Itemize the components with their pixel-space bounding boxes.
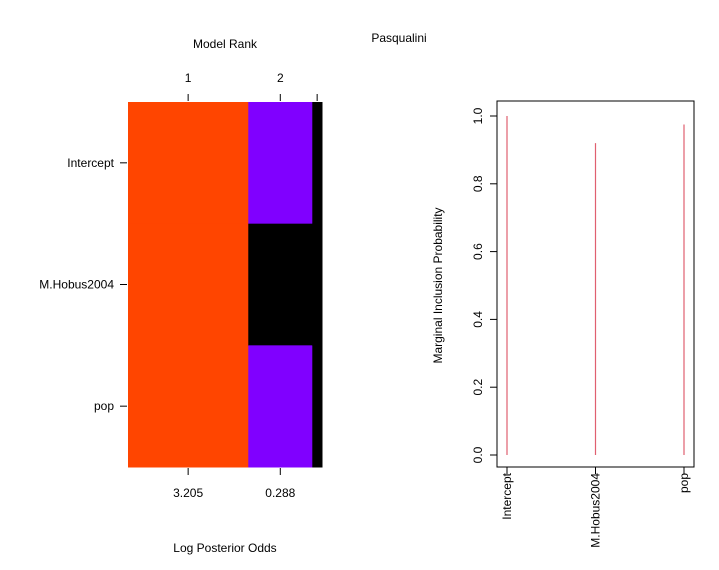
y-tick-label: 0.6 — [471, 243, 485, 260]
model-cell — [312, 345, 323, 468]
model-cell — [248, 102, 313, 225]
y-tick-label: 0.0 — [471, 446, 485, 463]
inclusion-probability-plot: 0.0 0.2 0.4 0.6 0.8 1.0 Marginal Inclusion Pro… — [431, 100, 695, 548]
category-label: M.Hobus2004 — [589, 473, 603, 548]
model-cell — [128, 345, 249, 468]
category-label: pop — [677, 473, 691, 493]
category-label: Intercept — [500, 472, 514, 519]
y-tick-label: 1.0 — [471, 107, 485, 124]
y-tick-label: 0.4 — [471, 311, 485, 328]
variable-label: pop — [94, 399, 114, 413]
bottom-tick-label: 3.205 — [173, 486, 203, 500]
model-rank-title: Model Rank — [193, 37, 258, 51]
model-cell — [128, 102, 249, 225]
model-cell — [248, 223, 313, 346]
y-axis-label: Marginal Inclusion Probability — [431, 207, 445, 363]
model-cell — [312, 223, 323, 346]
variable-label: Intercept — [67, 156, 114, 170]
model-cell — [312, 102, 323, 225]
main-title: Pasqualini — [371, 31, 426, 45]
top-tick-label: 2 — [277, 71, 284, 85]
y-tick-label: 0.2 — [471, 379, 485, 396]
bottom-tick-label: 0.288 — [265, 486, 295, 500]
model-rank-image-plot: Model Rank 1 2 3.205 0.288 Intercept M.Hobus20… — [39, 37, 323, 555]
top-tick-label: 1 — [185, 71, 192, 85]
variable-label: M.Hobus2004 — [39, 278, 114, 292]
y-tick-label: 0.8 — [471, 175, 485, 192]
model-cell — [128, 223, 249, 346]
log-posterior-odds-label: Log Posterior Odds — [173, 541, 276, 555]
model-cell — [248, 345, 313, 468]
